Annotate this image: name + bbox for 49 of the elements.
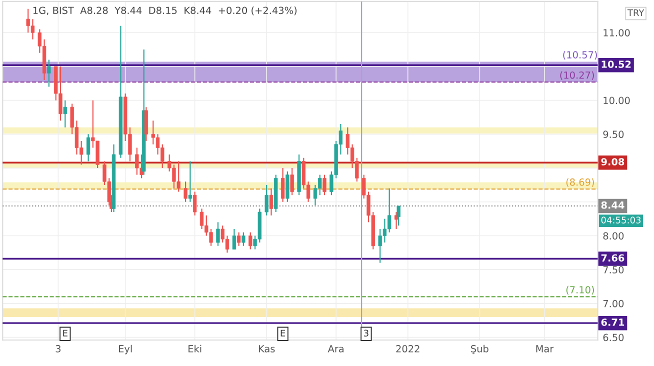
annotation: E: [280, 330, 286, 336]
ref-line-label: 7.66: [601, 254, 624, 262]
ref-line-label: 9.08: [601, 158, 624, 166]
x-tick-label: Eyl: [119, 344, 132, 354]
ref-line-label: (10.27): [560, 71, 594, 80]
annotation: 3: [364, 330, 368, 337]
candlestick: [290, 167, 294, 196]
candlestick: [396, 205, 400, 226]
candlestick: [216, 222, 220, 246]
ref-line-label: 10.52: [602, 60, 631, 68]
ref-line-label: (8.69): [566, 178, 594, 187]
y-tick-label: 7.00: [603, 300, 624, 308]
y-tick-label: 6.50: [603, 334, 624, 342]
ref-line-label: 6.71: [601, 318, 624, 326]
candlestick: [269, 188, 274, 216]
y-tick-label: 10.00: [604, 96, 630, 104]
y-tick-label: 9.50: [603, 130, 624, 138]
candlestick: [242, 232, 246, 246]
band-label: (10.57): [563, 50, 597, 60]
x-tick-label: Mar: [536, 345, 554, 352]
candlestick: [188, 160, 192, 202]
candlestick: [184, 181, 188, 202]
candlestick: [280, 167, 285, 202]
annotation: E: [63, 330, 68, 336]
x-tick-label: Şub: [471, 344, 488, 354]
x-tick-label: Eki: [188, 344, 202, 352]
ref-line-label: 8.44: [601, 201, 624, 209]
chart-title: 1G, BIST A8.28 Y8.44 D8.15 K8.44 +0.20 (+2.43%): [33, 6, 297, 16]
candlestick: [86, 134, 90, 162]
candlestick: [286, 170, 290, 202]
y-tick-label: 7.50: [603, 266, 624, 274]
text: TRY: [627, 9, 644, 16]
candlestick: [236, 232, 241, 246]
x-tick-label: Kas: [258, 345, 275, 352]
candlestick: [322, 174, 326, 196]
ref-line-label: (7.10): [566, 286, 594, 295]
x-tick-label: 3: [56, 345, 61, 352]
y-tick-label: 8.00: [603, 232, 624, 240]
candlestick: [192, 191, 197, 216]
candlestick: [232, 228, 236, 250]
candlestick: [264, 184, 268, 216]
candlestick: [47, 59, 51, 88]
x-tick-label: 2022: [396, 345, 420, 352]
y-tick-label: 11.00: [604, 29, 630, 36]
candlestick: [248, 232, 252, 250]
candlestick: [144, 106, 148, 142]
candlestick: [63, 100, 67, 128]
text: 04:55:03: [601, 216, 641, 224]
x-tick-label: Ara: [328, 345, 344, 352]
